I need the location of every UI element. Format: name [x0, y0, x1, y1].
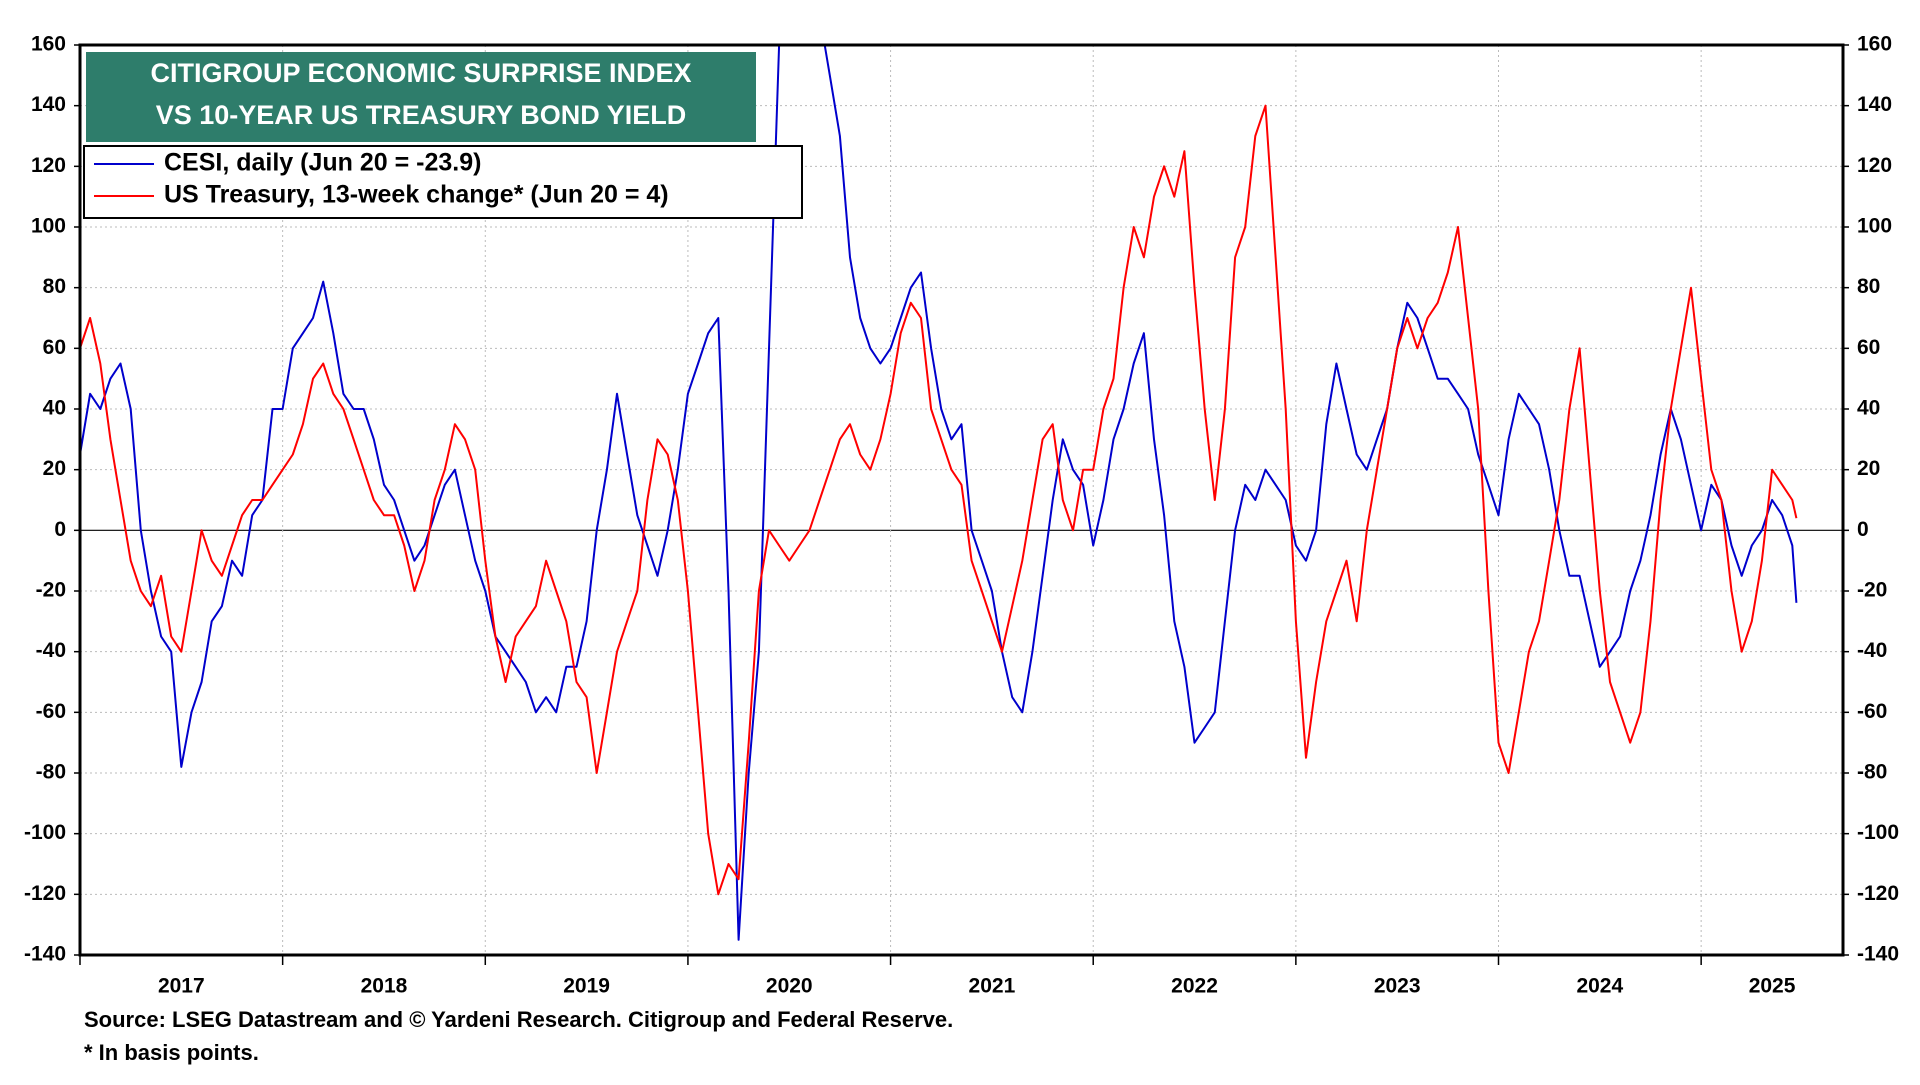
y2-tick-label: 140	[1857, 93, 1892, 116]
chart-title: VS 10-YEAR US TREASURY BOND YIELD	[156, 100, 687, 130]
y2-tick-label: 60	[1857, 336, 1880, 359]
legend-label: US Treasury, 13-week change* (Jun 20 = 4…	[164, 181, 669, 209]
y2-tick-label: 100	[1857, 215, 1892, 238]
y2-tick-label: -20	[1857, 579, 1887, 602]
x-tick-label: 2018	[361, 975, 408, 998]
plot-frame	[78, 43, 1845, 957]
y-tick-label: -40	[36, 639, 66, 662]
series-line	[80, 104, 1798, 896]
x-tick-label: 2019	[563, 975, 610, 998]
y-tick-label: -140	[24, 943, 66, 966]
y2-tick-label: -80	[1857, 761, 1887, 784]
y-tick-label: 0	[54, 518, 66, 541]
y-tick-label: -80	[36, 761, 66, 784]
x-tick-label: 2024	[1576, 975, 1623, 998]
y2-tick-label: -40	[1857, 639, 1887, 662]
y-tick-label: -60	[36, 700, 66, 723]
y-tick-label: 100	[31, 215, 66, 238]
y2-tick-label: -140	[1857, 943, 1899, 966]
y-tick-label: 40	[43, 397, 66, 420]
y2-tick-label: 160	[1857, 33, 1892, 56]
x-tick-label: 2022	[1171, 975, 1218, 998]
title-box	[86, 52, 756, 142]
plot-area	[80, 45, 1798, 941]
y-tick-label: 20	[43, 457, 66, 480]
legend-box	[83, 145, 803, 219]
source-note: Source: LSEG Datastream and © Yardeni Re…	[84, 1007, 953, 1032]
y2-tick-label: 20	[1857, 457, 1880, 480]
x-tick-label: 2023	[1374, 975, 1421, 998]
x-tick-label: 2020	[766, 975, 813, 998]
y2-tick-label: 0	[1857, 518, 1869, 541]
footnote: * In basis points.	[84, 1040, 259, 1065]
y-tick-label: -20	[36, 579, 66, 602]
legend-label: CESI, daily (Jun 20 = -23.9)	[164, 149, 481, 177]
x-tick-label: 2025	[1749, 975, 1796, 998]
x-tick-label: 2021	[969, 975, 1016, 998]
chart-title: CITIGROUP ECONOMIC SURPRISE INDEX	[150, 58, 691, 88]
y2-tick-label: -100	[1857, 821, 1899, 844]
y-tick-label: -100	[24, 821, 66, 844]
y-tick-label: 60	[43, 336, 66, 359]
y2-tick-label: 40	[1857, 397, 1880, 420]
y-tick-label: 160	[31, 33, 66, 56]
y2-tick-label: 80	[1857, 275, 1880, 298]
y-tick-label: 120	[31, 154, 66, 177]
y2-tick-label: -60	[1857, 700, 1887, 723]
y2-tick-label: 120	[1857, 154, 1892, 177]
x-tick-label: 2017	[158, 975, 205, 998]
y-tick-label: -120	[24, 882, 66, 905]
y-tick-label: 140	[31, 93, 66, 116]
y2-tick-label: -120	[1857, 882, 1899, 905]
y-tick-label: 80	[43, 275, 66, 298]
series-line	[80, 45, 1798, 941]
